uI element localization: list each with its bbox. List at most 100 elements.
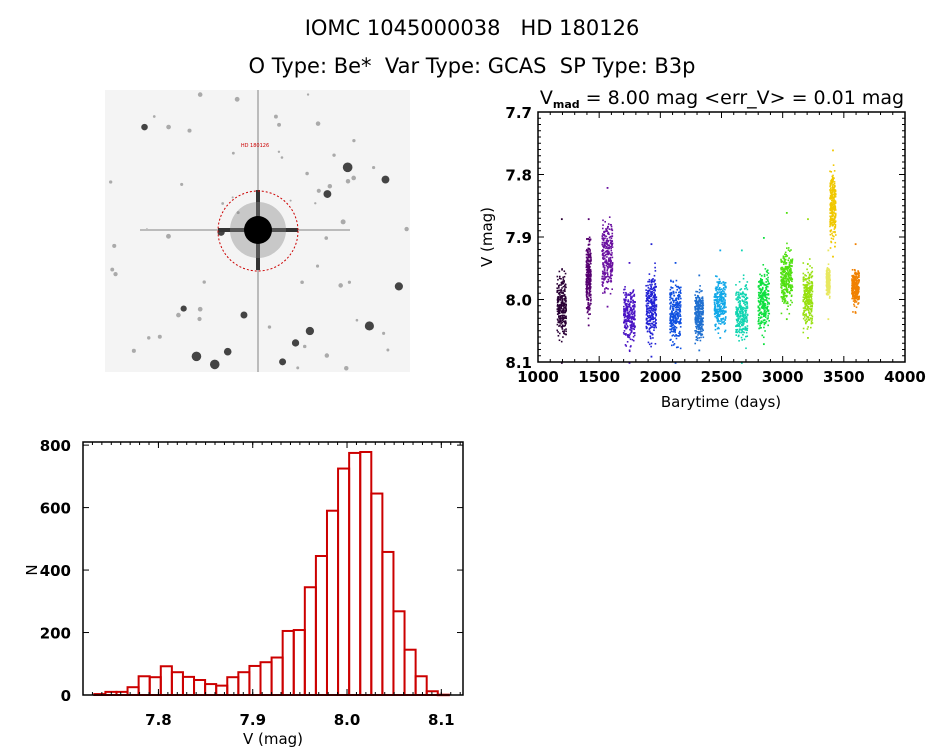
data-point <box>757 300 760 302</box>
data-point <box>564 303 567 306</box>
data-point <box>632 302 634 304</box>
data-point <box>785 302 788 305</box>
data-point <box>782 282 785 284</box>
histogram-bar <box>414 675 428 697</box>
data-point <box>556 287 559 289</box>
data-point <box>648 323 650 326</box>
background-star <box>338 283 343 288</box>
data-point <box>671 303 674 306</box>
data-point <box>701 333 703 336</box>
data-point <box>834 216 837 218</box>
data-point <box>760 288 763 291</box>
data-point <box>855 292 857 295</box>
data-point <box>589 313 591 315</box>
data-point <box>766 274 768 276</box>
data-point <box>672 290 675 293</box>
data-point <box>764 293 766 295</box>
data-point <box>674 306 677 309</box>
data-point <box>648 297 651 300</box>
data-point <box>587 281 590 284</box>
data-point <box>826 293 828 295</box>
data-point <box>828 286 830 289</box>
data-point <box>832 199 835 202</box>
data-point <box>762 306 765 309</box>
data-point <box>759 311 762 314</box>
data-point <box>702 312 704 315</box>
data-point <box>626 325 629 328</box>
data-point <box>806 328 809 330</box>
data-point <box>725 306 727 309</box>
data-point <box>698 327 701 330</box>
data-point <box>746 321 748 323</box>
data-point <box>785 286 788 289</box>
data-point <box>739 322 741 324</box>
data-point <box>831 197 833 200</box>
data-point <box>736 315 738 317</box>
data-point <box>623 326 626 329</box>
data-point <box>651 292 654 295</box>
data-point <box>633 334 636 337</box>
histogram-bar <box>348 451 362 696</box>
data-point <box>741 307 743 309</box>
data-point <box>623 316 626 319</box>
data-point <box>608 247 610 250</box>
data-point <box>764 303 766 305</box>
data-point <box>763 312 765 315</box>
data-point <box>562 304 565 306</box>
data-point <box>808 273 811 276</box>
data-point <box>784 285 787 287</box>
data-point <box>695 296 698 299</box>
data-point <box>633 332 635 334</box>
data-point <box>602 239 605 242</box>
data-point <box>781 289 784 292</box>
data-point <box>557 321 560 323</box>
data-point <box>557 307 560 309</box>
data-point <box>766 308 768 310</box>
data-point <box>723 291 725 293</box>
data-point <box>810 280 813 283</box>
data-point <box>718 303 721 306</box>
data-point <box>630 323 633 326</box>
data-point <box>810 298 813 300</box>
data-point <box>604 254 607 256</box>
data-point <box>765 270 768 272</box>
data-point <box>810 301 812 303</box>
data-point <box>723 323 726 325</box>
data-point <box>695 338 698 341</box>
data-point <box>560 303 563 305</box>
data-point <box>716 281 719 283</box>
data-point <box>854 288 857 290</box>
data-point <box>791 285 794 288</box>
data-point <box>674 330 676 332</box>
data-point <box>606 305 609 308</box>
data-point <box>746 302 749 305</box>
data-point <box>623 319 626 321</box>
data-point <box>787 283 790 285</box>
data-point <box>786 294 788 297</box>
data-point <box>720 300 723 302</box>
data-point <box>694 307 696 309</box>
data-point <box>767 280 769 283</box>
data-point <box>789 284 792 286</box>
data-point <box>652 308 655 310</box>
data-point <box>601 235 604 238</box>
data-point <box>784 297 786 300</box>
data-point <box>723 284 726 286</box>
data-point <box>828 276 831 279</box>
data-point <box>830 181 832 183</box>
data-point <box>765 288 767 291</box>
background-star <box>267 325 272 329</box>
data-point <box>780 272 783 275</box>
data-point <box>678 293 680 296</box>
background-star <box>277 150 281 153</box>
data-point <box>768 303 771 305</box>
data-point <box>716 318 719 320</box>
data-point <box>781 281 783 284</box>
data-point <box>653 302 656 304</box>
data-point <box>675 313 677 316</box>
data-point <box>645 300 648 302</box>
data-point <box>611 240 614 243</box>
data-point <box>675 346 678 349</box>
data-point <box>699 312 701 315</box>
data-point <box>802 307 805 309</box>
